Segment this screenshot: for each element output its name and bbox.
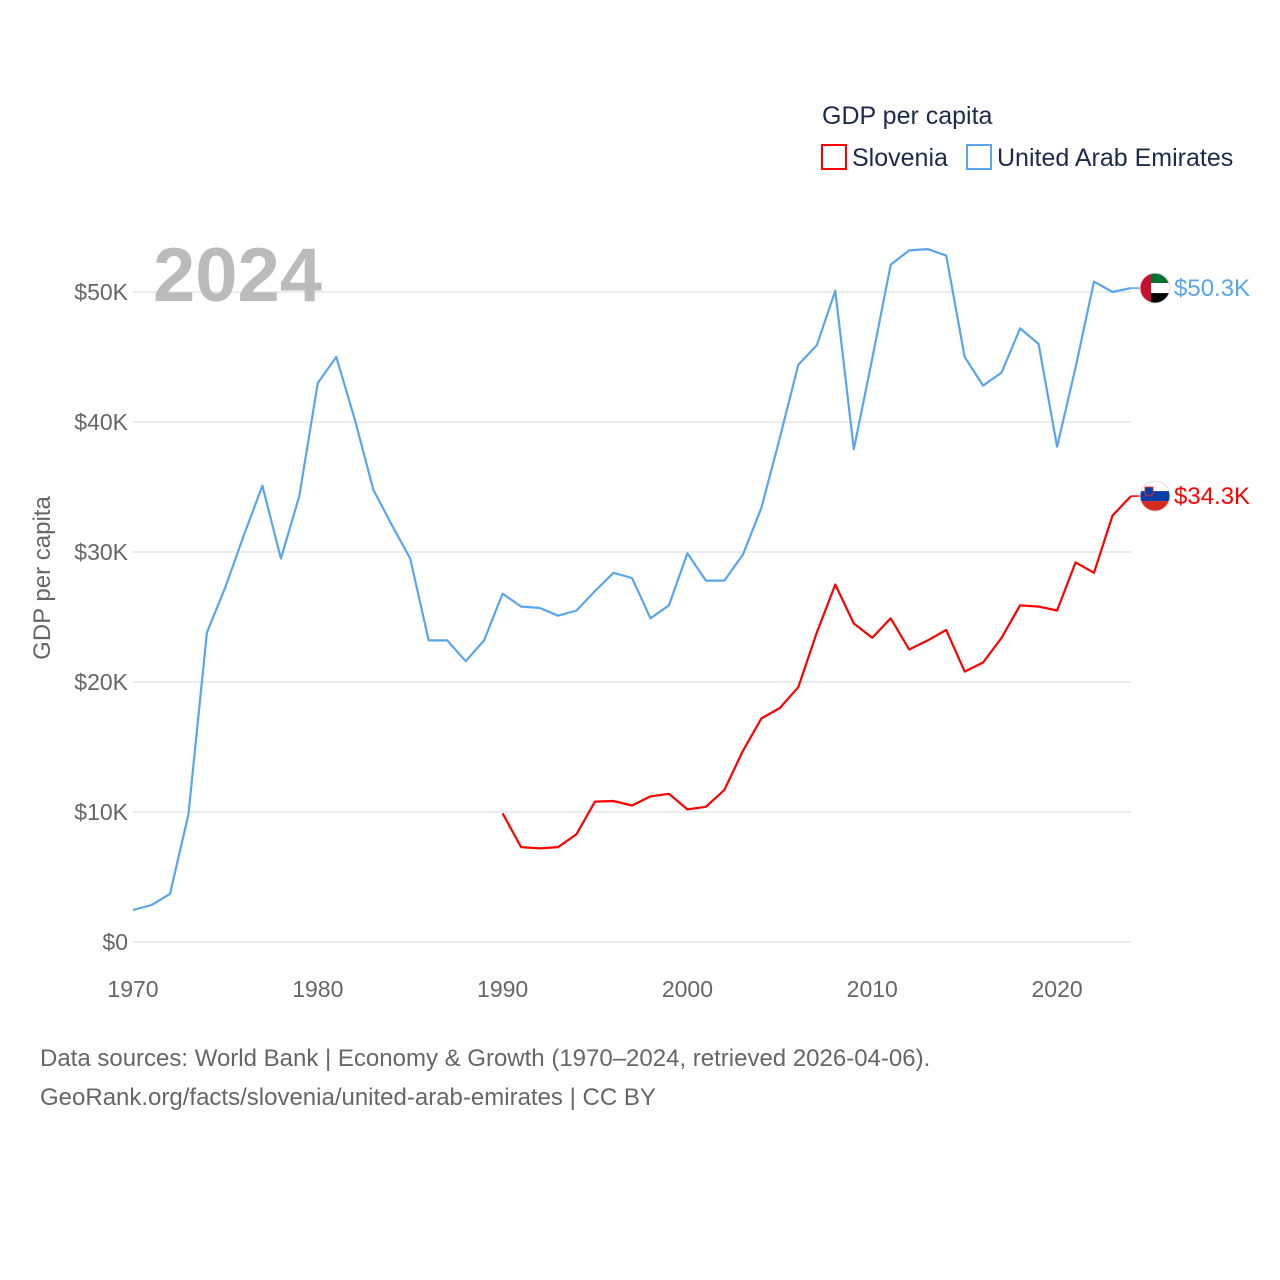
y-axis-label: GDP per capita — [29, 496, 56, 660]
end-value-label: $50.3K — [1174, 275, 1250, 302]
x-tick-label: 1990 — [477, 976, 528, 1002]
y-tick-label: $10K — [74, 799, 128, 825]
y-tick-label: $30K — [74, 539, 128, 565]
y-tick-label: $50K — [74, 279, 128, 305]
x-tick-label: 2010 — [847, 976, 898, 1002]
footer-link[interactable]: GeoRank.org/facts/slovenia/united-arab-e… — [40, 1084, 656, 1111]
slovenia-flag-icon — [1139, 480, 1171, 512]
x-tick-label: 1970 — [107, 976, 158, 1002]
year-label: 2024 — [153, 233, 322, 318]
legend-swatch-uae — [966, 144, 992, 170]
end-value-label: $34.3K — [1174, 483, 1250, 510]
series-line-slovenia — [501, 495, 1132, 850]
legend-item-uae[interactable]: United Arab Emirates — [966, 144, 1233, 172]
y-tick-label: $40K — [74, 409, 128, 435]
footer-sources: Data sources: World Bank | Economy & Gro… — [40, 1045, 931, 1072]
y-tick-label: $0 — [102, 929, 128, 955]
legend-title: GDP per capita — [822, 102, 993, 130]
series-line-uae — [132, 248, 1132, 912]
legend-item-slovenia[interactable]: Slovenia — [821, 144, 948, 172]
legend-label-slovenia: Slovenia — [852, 144, 948, 172]
x-tick-label: 1980 — [292, 976, 343, 1002]
legend-swatch-slovenia — [821, 144, 847, 170]
uae-flag-icon — [1139, 272, 1171, 304]
x-tick-label: 2020 — [1031, 976, 1082, 1002]
y-tick-label: $20K — [74, 669, 128, 695]
legend-label-uae: United Arab Emirates — [997, 144, 1233, 172]
x-tick-label: 2000 — [662, 976, 713, 1002]
